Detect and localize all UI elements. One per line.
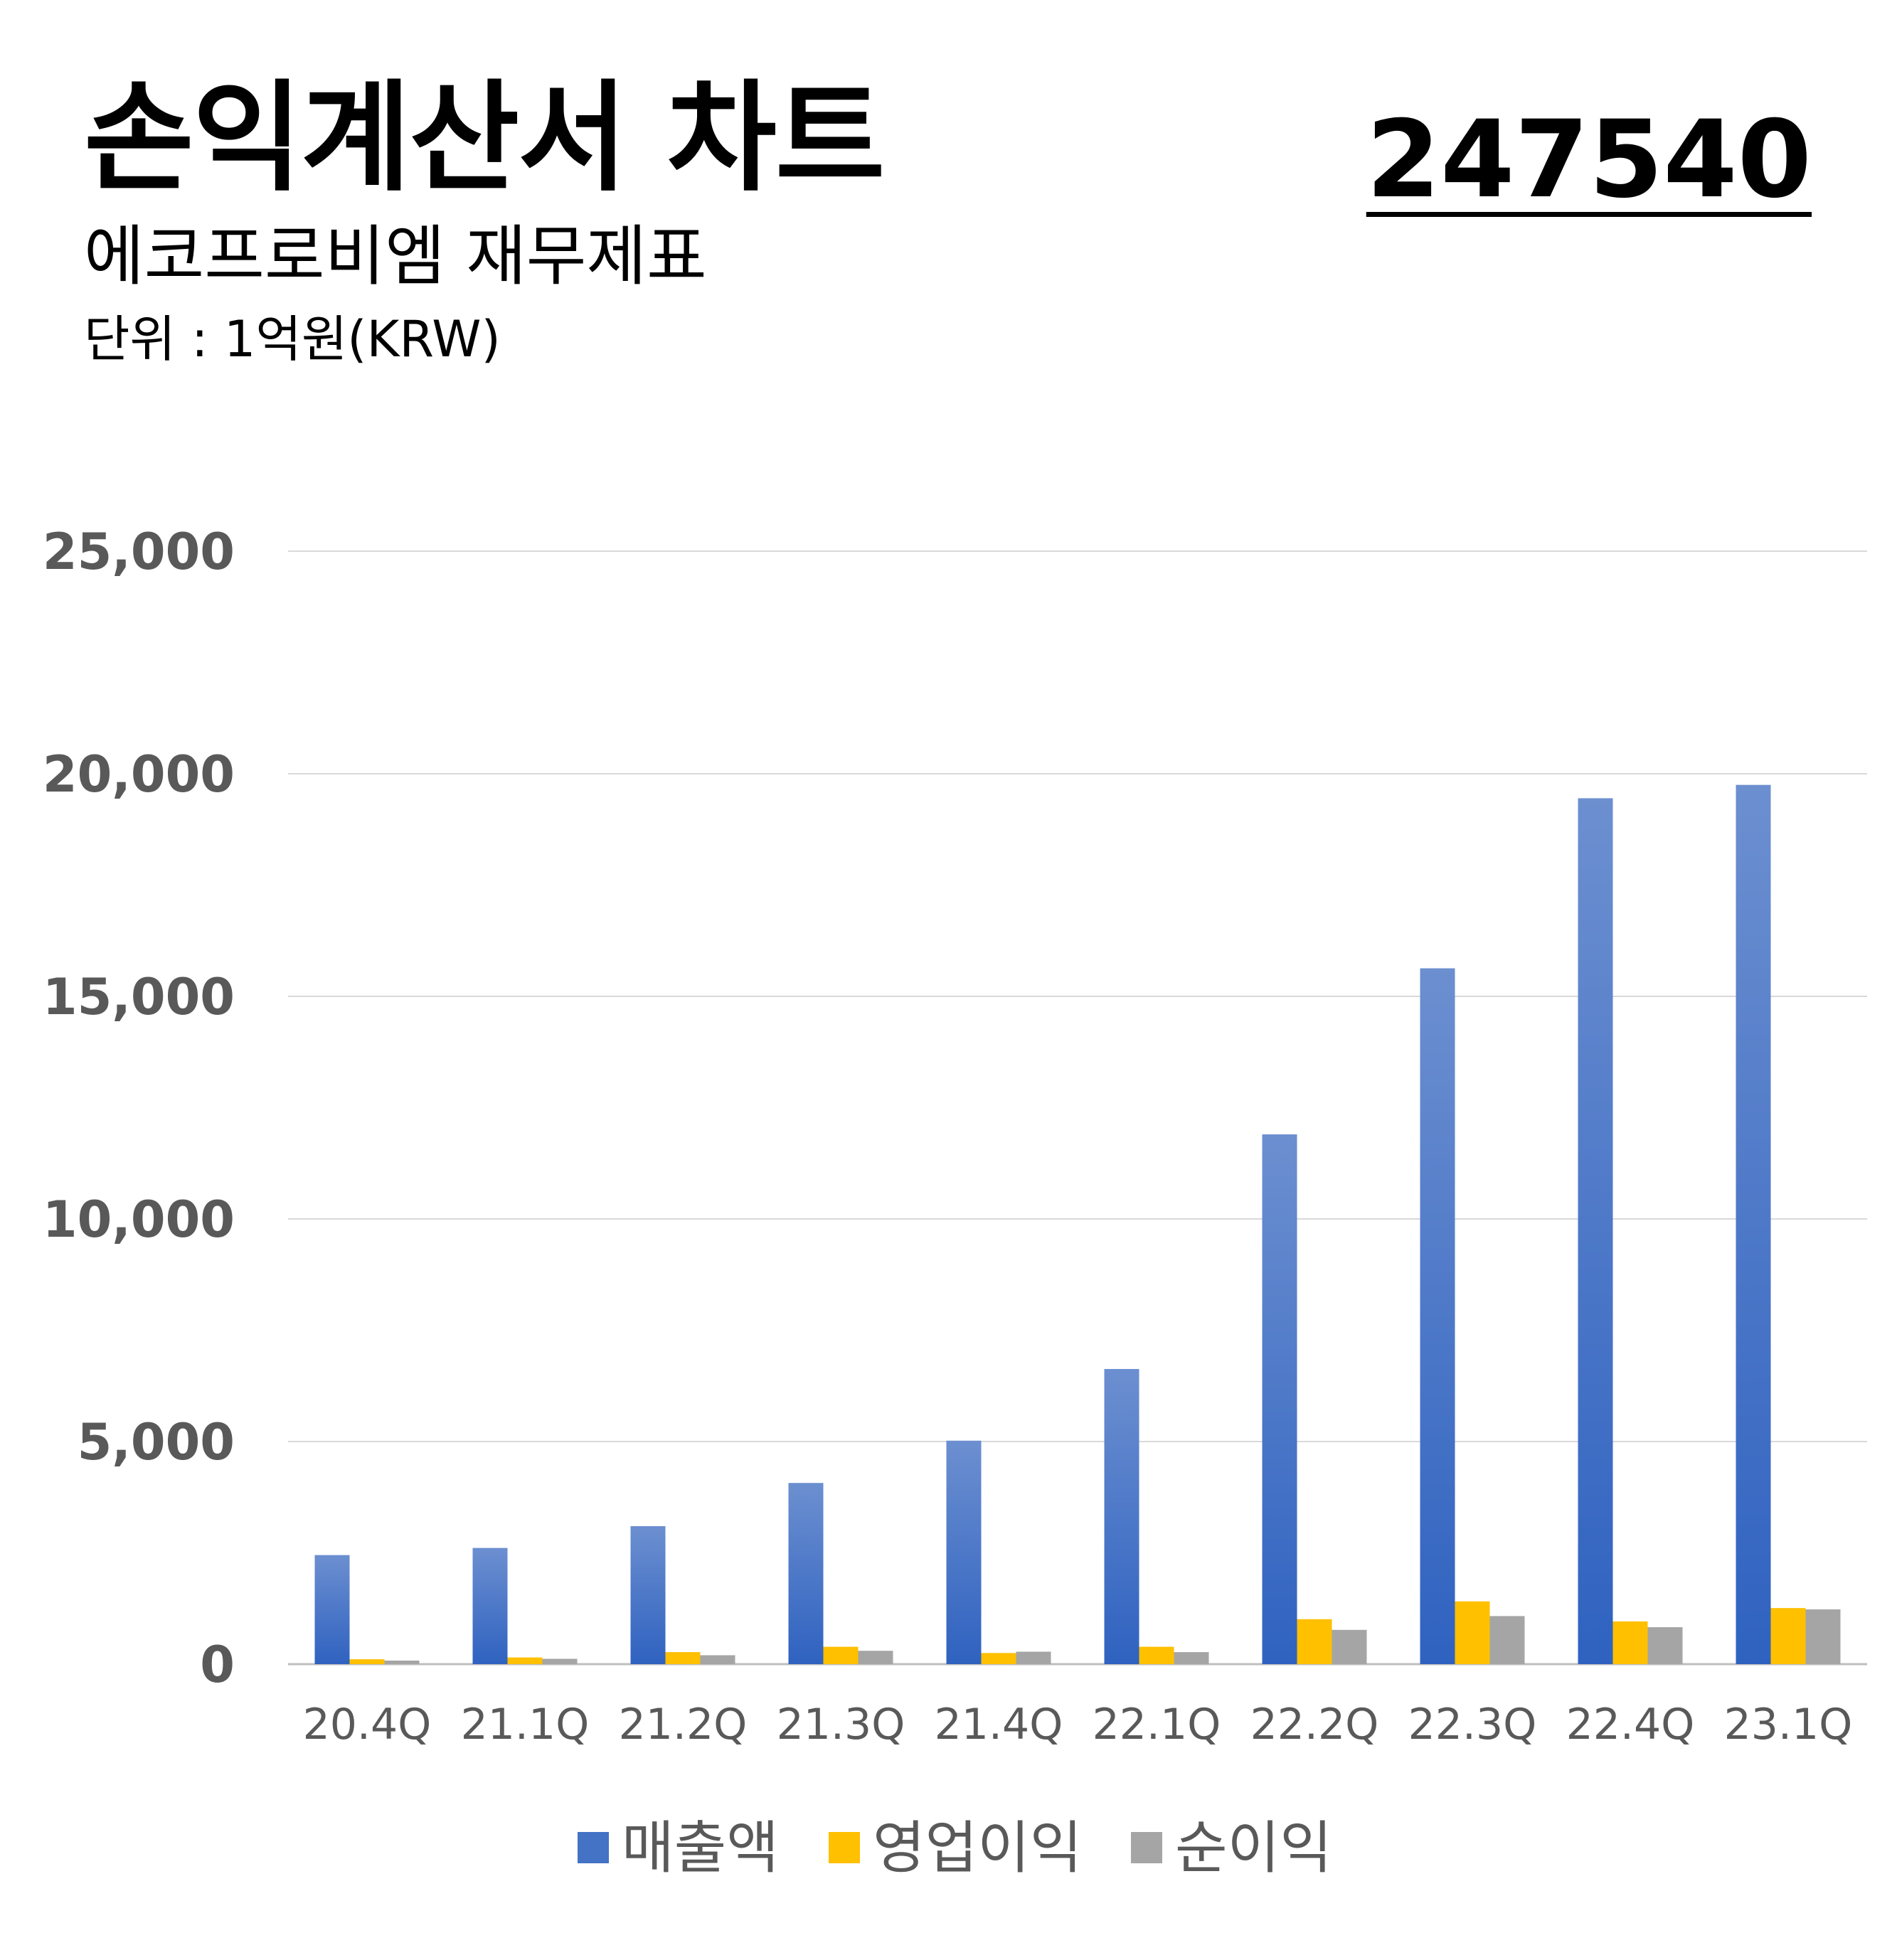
revenue-bar (1420, 968, 1455, 1664)
revenue-bar (946, 1440, 982, 1664)
revenue-bar (1104, 1368, 1139, 1664)
operating-profit-bar (1770, 1608, 1806, 1664)
chart-title: 손익계산서 차트 (84, 68, 885, 208)
legend: 매출액 영업이익 순이익 (578, 1815, 1332, 1881)
operating-profit-bar (1139, 1646, 1174, 1664)
x-tick-label: 21.4Q (935, 1700, 1063, 1749)
net-profit-bar (542, 1658, 578, 1664)
x-tick-label: 21.3Q (777, 1700, 905, 1749)
gridlines (288, 550, 1867, 1666)
x-tick-label: 23.1Q (1724, 1700, 1853, 1749)
y-axis-ticks: 0 5,000 10,000 15,000 20,000 25,000 (43, 523, 235, 1694)
x-axis-ticks: 20.4Q 21.1Q 21.2Q 21.3Q 21.4Q 22.1Q 22.2Q 22.3Q… (303, 1700, 1853, 1749)
operating-profit-bar (981, 1653, 1016, 1664)
x-tick-label: 20.4Q (303, 1700, 432, 1749)
unit-label: 단위 : 1억원(KRW) (84, 310, 501, 368)
revenue-bar (1736, 784, 1771, 1664)
legend-operating-profit-label: 영업이익 (873, 1815, 1082, 1881)
y-tick-label: 15,000 (43, 968, 235, 1026)
revenue-bar (1578, 798, 1613, 1664)
bars (314, 784, 1841, 1664)
operating-profit-bar (349, 1659, 385, 1664)
net-profit-bar (1489, 1616, 1525, 1664)
revenue-bar (1262, 1134, 1297, 1664)
operating-profit-bar (1297, 1619, 1332, 1664)
x-tick-label: 21.2Q (619, 1700, 748, 1749)
y-tick-label: 25,000 (43, 523, 235, 581)
x-tick-label: 22.3Q (1408, 1700, 1537, 1749)
net-profit-bar (1016, 1651, 1051, 1664)
legend-net-profit-swatch (1131, 1832, 1162, 1863)
legend-revenue-swatch (578, 1832, 609, 1863)
net-profit-bar (384, 1660, 420, 1664)
chart-subtitle: 에코프로비엠 재무제표 (84, 218, 707, 294)
net-profit-bar (1332, 1629, 1367, 1664)
operating-profit-bar (507, 1657, 543, 1664)
legend-net-profit-label: 순이익 (1175, 1815, 1332, 1881)
revenue-bar (630, 1525, 666, 1664)
operating-profit-bar (1612, 1621, 1648, 1664)
y-tick-label: 20,000 (43, 745, 235, 804)
operating-profit-bar (1455, 1601, 1490, 1664)
legend-revenue-label: 매출액 (622, 1815, 779, 1881)
stock-code: 247540 (1366, 98, 1812, 222)
y-tick-label: 10,000 (43, 1191, 235, 1249)
legend-operating-profit-swatch (829, 1832, 860, 1863)
operating-profit-bar (823, 1646, 859, 1664)
x-tick-label: 22.1Q (1093, 1700, 1221, 1749)
operating-profit-bar (665, 1652, 701, 1664)
revenue-bar (472, 1548, 508, 1664)
revenue-bar (314, 1555, 350, 1664)
x-tick-label: 22.4Q (1566, 1700, 1695, 1749)
net-profit-bar (1805, 1609, 1841, 1664)
x-tick-label: 21.1Q (461, 1700, 590, 1749)
x-tick-label: 22.2Q (1250, 1700, 1379, 1749)
y-tick-label: 0 (200, 1636, 235, 1694)
net-profit-bar (1647, 1627, 1683, 1664)
net-profit-bar (700, 1655, 735, 1664)
y-tick-label: 5,000 (78, 1413, 235, 1471)
net-profit-bar (858, 1651, 893, 1664)
revenue-bar (788, 1483, 824, 1664)
net-profit-bar (1174, 1652, 1209, 1664)
